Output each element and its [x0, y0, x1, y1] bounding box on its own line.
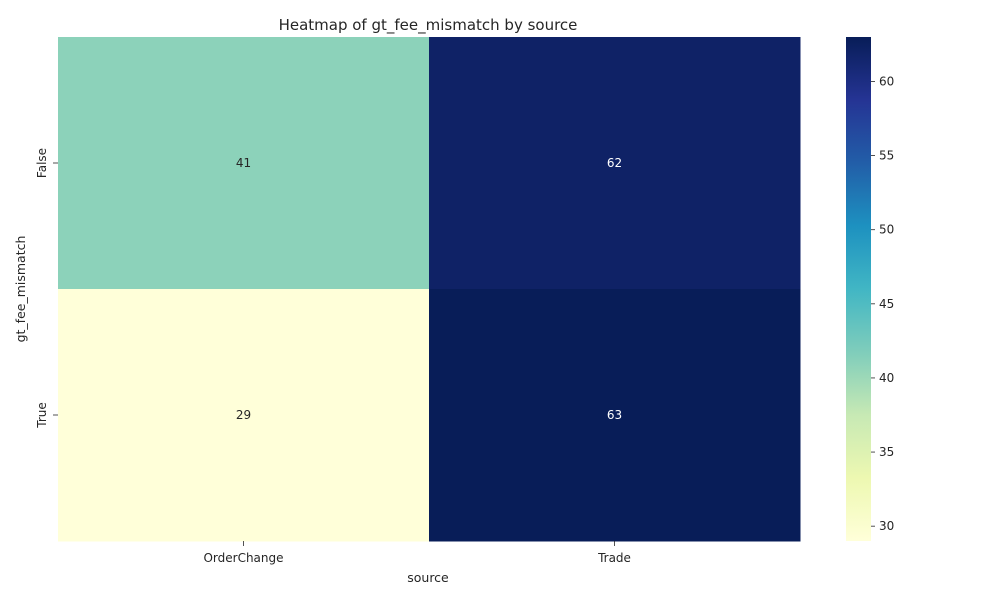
- colorbar: [846, 37, 871, 541]
- x-tick-label: OrderChange: [203, 551, 283, 565]
- x-tick-label: Trade: [597, 551, 631, 565]
- colorbar-tick-label: 30: [879, 519, 894, 533]
- heatmap-cell: [58, 37, 430, 290]
- colorbar-tick-label: 45: [879, 297, 894, 311]
- colorbar-ticks: 30 35 40 45 50 55 60: [871, 74, 894, 533]
- y-tick-label: False: [35, 148, 49, 178]
- cell-value-label: 29: [236, 408, 251, 422]
- y-axis-label: gt_fee_mismatch: [13, 236, 28, 343]
- colorbar-tick-label: 50: [879, 223, 894, 237]
- x-axis-ticks: OrderChange Trade: [203, 541, 631, 565]
- heatmap-cell: [429, 37, 801, 290]
- x-axis-label: source: [407, 570, 449, 585]
- colorbar-tick-label: 35: [879, 445, 894, 459]
- colorbar-tick-label: 40: [879, 371, 894, 385]
- heatmap-cell: [58, 289, 430, 542]
- colorbar-tick-label: 55: [879, 149, 894, 163]
- chart-title: Heatmap of gt_fee_mismatch by source: [279, 16, 578, 35]
- cell-value-label: 63: [607, 408, 622, 422]
- cell-value-label: 41: [236, 156, 251, 170]
- colorbar-tick-label: 60: [879, 74, 894, 88]
- heatmap-cells: 41 62 29 63: [58, 37, 801, 542]
- y-axis-ticks: False True: [35, 148, 58, 429]
- cell-value-label: 62: [607, 156, 622, 170]
- y-tick-label: True: [35, 402, 49, 429]
- heatmap-cell: [429, 289, 801, 542]
